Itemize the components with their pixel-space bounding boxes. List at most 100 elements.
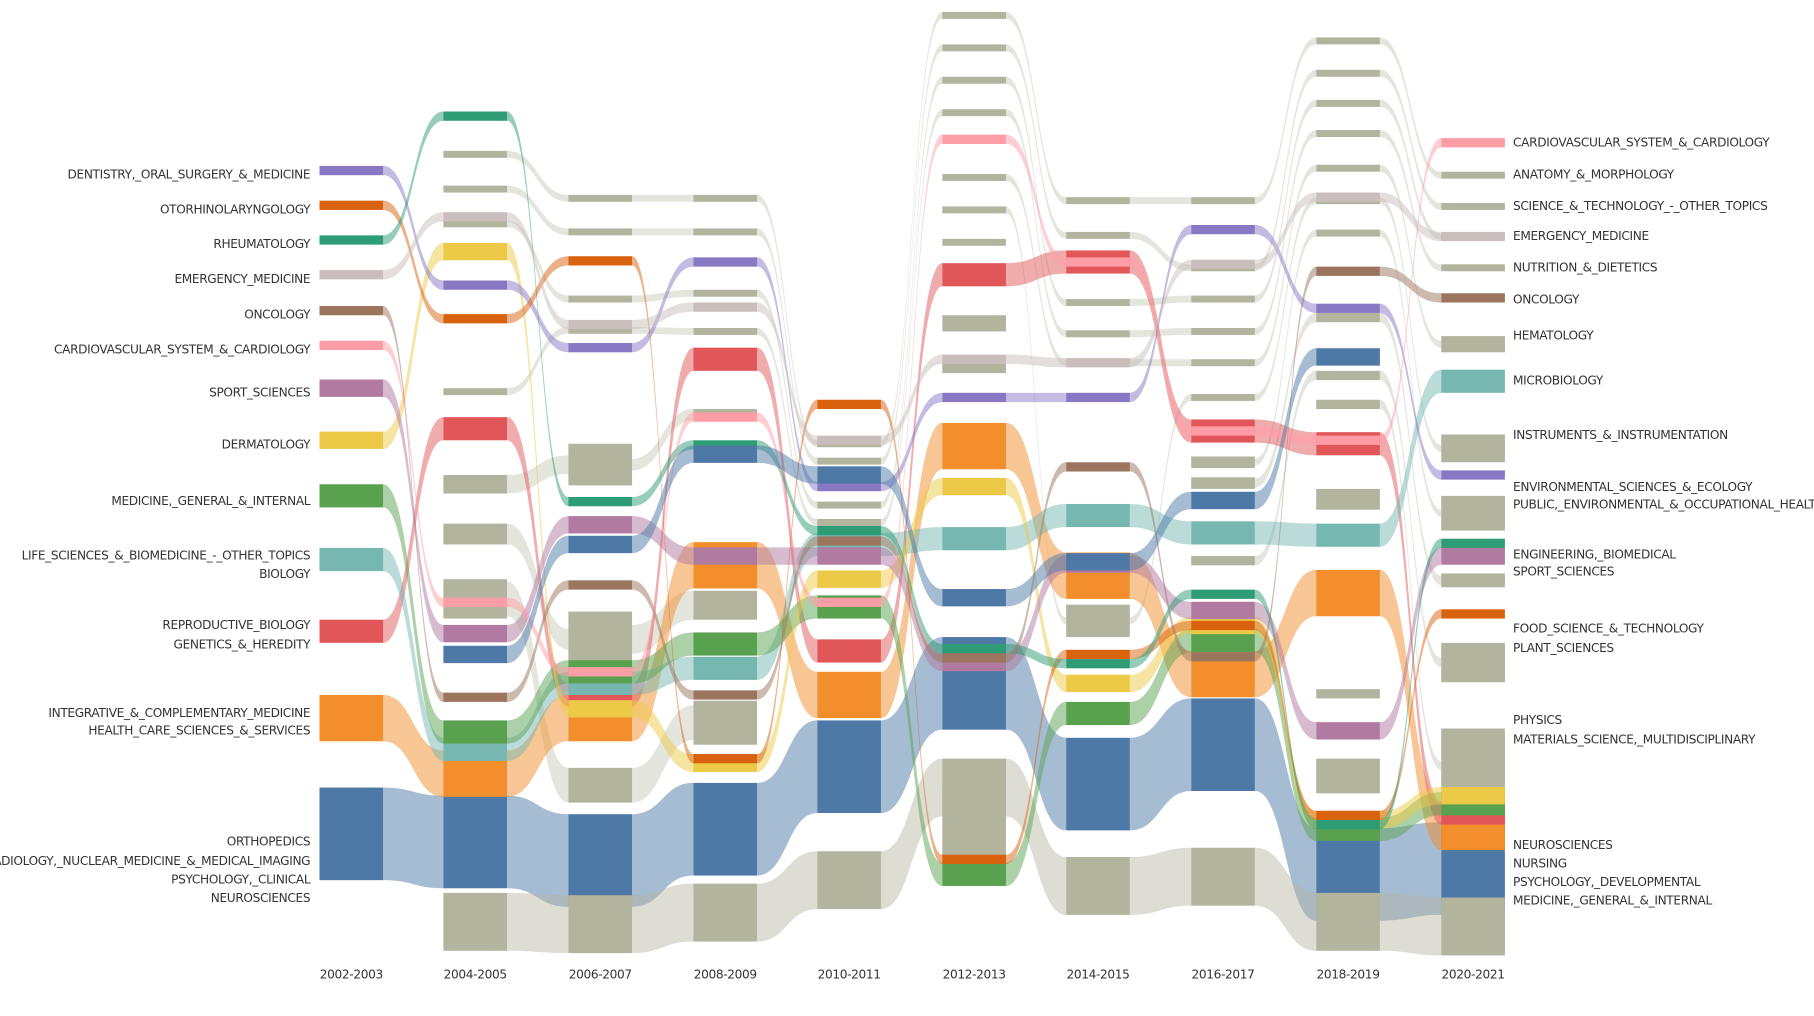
node <box>1191 295 1255 303</box>
right-label: EMERGENCY_MEDICINE <box>1513 229 1649 243</box>
node <box>1191 698 1255 792</box>
flow <box>1379 609 1442 820</box>
flow <box>880 595 943 886</box>
node <box>1441 231 1505 242</box>
node <box>1316 488 1380 510</box>
column-label: 2010-2011 <box>818 968 881 982</box>
flow <box>383 212 444 280</box>
node <box>1316 348 1380 366</box>
node <box>1316 266 1380 276</box>
flow <box>1005 109 1067 338</box>
node <box>693 347 758 371</box>
node <box>817 501 881 509</box>
flow <box>1005 553 1067 607</box>
node <box>319 305 384 316</box>
flow <box>507 256 569 324</box>
flow <box>1379 197 1442 452</box>
node <box>693 194 758 202</box>
flow <box>507 671 569 761</box>
node <box>1191 491 1255 510</box>
right-label: ANATOMY_&_MORPHOLOGY <box>1513 168 1675 182</box>
left-label: NEUROSCIENCES <box>211 891 311 905</box>
node <box>1191 426 1255 436</box>
flow <box>1254 601 1317 740</box>
left-label: DENTISTRY,_ORAL_SURGERY_&_MEDICINE <box>68 168 311 182</box>
flow <box>1254 628 1317 841</box>
node <box>568 326 633 334</box>
left-label: LIFE_SCIENCES_&_BIOMEDICINE_-_OTHER_TOPI… <box>22 549 311 563</box>
right-label: PSYCHOLOGY,_DEVELOPMENTAL <box>1513 875 1701 889</box>
node <box>942 527 1006 551</box>
node <box>1066 659 1130 669</box>
flow <box>880 637 943 814</box>
flow <box>1379 99 1442 241</box>
column-label: 2014-2015 <box>1066 968 1129 982</box>
node <box>568 700 633 718</box>
node <box>942 174 1006 181</box>
flow <box>1254 348 1317 510</box>
flow <box>507 111 569 507</box>
left-label: BIOLOGY <box>259 567 311 581</box>
left-label: SPORT_SCIENCES <box>209 385 311 399</box>
node <box>1441 495 1505 531</box>
flow <box>1005 206 1067 625</box>
flow <box>383 200 444 324</box>
right-label: ENVIRONMENTAL_SCIENCES_&_ECOLOGY <box>1513 480 1753 494</box>
flow <box>632 347 694 707</box>
node <box>693 782 758 876</box>
node <box>693 632 758 656</box>
node <box>319 694 384 742</box>
flow <box>1129 197 1192 205</box>
node <box>1316 229 1380 237</box>
flow <box>383 242 444 449</box>
node <box>568 194 633 202</box>
node <box>568 319 633 330</box>
flow <box>757 194 818 448</box>
flow <box>880 354 943 445</box>
node <box>817 399 881 410</box>
flow <box>1129 462 1192 662</box>
node <box>1316 303 1380 313</box>
flow <box>880 547 943 672</box>
node <box>1316 722 1380 740</box>
flow <box>632 440 694 507</box>
node <box>942 653 1006 663</box>
flow <box>1129 257 1192 436</box>
flow <box>383 694 444 797</box>
flow <box>632 194 694 202</box>
flow <box>880 263 943 663</box>
node <box>443 720 508 744</box>
node <box>817 525 881 536</box>
left-label: RADIOLOGY,_NUCLEAR_MEDICINE_&_MEDICAL_IM… <box>0 854 310 868</box>
flow <box>1129 359 1192 367</box>
node <box>942 589 1006 607</box>
node <box>817 547 881 565</box>
flow <box>880 109 943 526</box>
node <box>1441 369 1505 393</box>
node <box>1441 786 1505 805</box>
left-label: EMERGENCY_MEDICINE <box>174 272 310 286</box>
node <box>1066 358 1130 368</box>
right-label: ONCOLOGY <box>1513 293 1580 307</box>
node <box>319 379 384 397</box>
node <box>443 795 508 889</box>
flow <box>383 165 444 290</box>
flow <box>1379 69 1442 210</box>
node <box>817 457 881 465</box>
flow <box>507 417 569 707</box>
node <box>817 671 881 719</box>
node <box>1316 164 1380 172</box>
node <box>693 412 758 422</box>
node <box>817 518 881 526</box>
flow <box>507 326 569 396</box>
flow <box>1005 503 1067 551</box>
node <box>1441 434 1505 463</box>
node <box>942 758 1006 817</box>
node <box>817 639 881 663</box>
flow <box>1254 197 1317 401</box>
node <box>443 475 508 494</box>
node <box>1191 847 1255 906</box>
node <box>443 280 508 290</box>
node <box>443 150 508 158</box>
node <box>817 536 881 546</box>
